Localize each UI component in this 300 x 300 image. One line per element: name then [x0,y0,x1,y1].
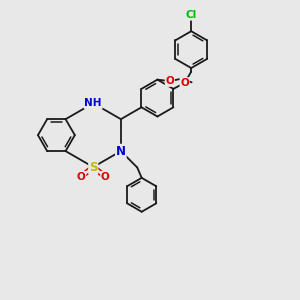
Text: N: N [116,145,126,158]
Text: O: O [180,78,189,88]
Text: Cl: Cl [186,10,197,20]
Text: NH: NH [85,98,102,108]
Text: O: O [77,172,85,182]
Text: S: S [89,160,98,174]
Text: O: O [101,172,110,182]
Text: O: O [166,76,174,86]
